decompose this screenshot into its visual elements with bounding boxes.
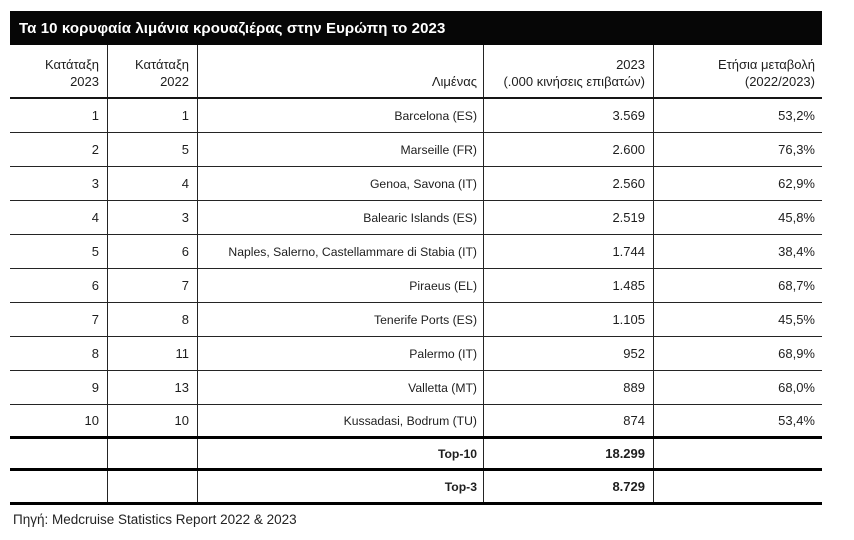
cell-rank-2022: 8 (107, 303, 197, 336)
cell-change: 53,2% (653, 99, 822, 132)
cell-pax: 1.485 (483, 269, 653, 302)
cell-empty (653, 471, 822, 502)
cell-rank-2023: 2 (91, 142, 99, 157)
header-text: Κατάταξη (44, 57, 99, 72)
cell-rank-2022: 6 (107, 235, 197, 268)
cell-empty (10, 439, 107, 468)
cell-rank-2023: 5 (91, 244, 99, 259)
cell-pax: 952 (483, 337, 653, 370)
cell-total-label: Top-10 (197, 439, 483, 468)
cell-port: Palermo (IT) (197, 337, 483, 370)
table-row: 10 10 Kussadasi, Bodrum (TU) 874 53,4% (10, 405, 822, 439)
cell-pax: 1.105 (483, 303, 653, 336)
cell-rank-2023: 10 (84, 413, 99, 428)
cell-rank-2023: 4 (91, 210, 99, 225)
cell-change: 68,7% (653, 269, 822, 302)
cell-empty (107, 471, 197, 502)
cell-rank-2023: 8 (91, 346, 99, 361)
cell-rank-2023: 1 (91, 108, 99, 123)
cell-rank-2022: 7 (107, 269, 197, 302)
cell-total-label: Top-3 (197, 471, 483, 502)
cell-port: Piraeus (EL) (197, 269, 483, 302)
cell-rank-2023: 3 (91, 176, 99, 191)
table-row: 3 4 Genoa, Savona (IT) 2.560 62,9% (10, 167, 822, 201)
cell-pax: 874 (483, 405, 653, 436)
cell-pax: 889 (483, 371, 653, 404)
cell-rank-2022: 3 (107, 201, 197, 234)
header-rank-2022: Κατάταξη 2022 (107, 45, 197, 97)
cell-port: Tenerife Ports (ES) (197, 303, 483, 336)
cell-pax: 1.744 (483, 235, 653, 268)
table-row: 7 8 Tenerife Ports (ES) 1.105 45,5% (10, 303, 822, 337)
header-pax-2023: 2023 (.000 κινήσεις επιβατών) (483, 45, 653, 97)
header-text: 2022 (160, 73, 189, 89)
header-text: 2023 (616, 57, 645, 72)
cell-pax: 2.600 (483, 133, 653, 166)
total-row-top10: Top-10 18.299 (10, 439, 822, 471)
header-rank-2023: Κατάταξη 2023 (10, 45, 107, 97)
header-annual-change: Ετήσια μεταβολή (2022/2023) (653, 45, 822, 97)
cell-empty (107, 439, 197, 468)
cell-total-pax: 18.299 (483, 439, 653, 468)
cell-total-pax: 8.729 (483, 471, 653, 502)
cell-change: 68,9% (653, 337, 822, 370)
source-note: Πηγή: Medcruise Statistics Report 2022 &… (13, 512, 297, 527)
cell-change: 45,5% (653, 303, 822, 336)
total-row-top3: Top-3 8.729 (10, 471, 822, 505)
cell-change: 38,4% (653, 235, 822, 268)
cell-port: Barcelona (ES) (197, 99, 483, 132)
header-text: Ετήσια μεταβολή (717, 57, 815, 72)
cell-change: 68,0% (653, 371, 822, 404)
header-text: Λιμένας (431, 73, 477, 89)
header-text: (.000 κινήσεις επιβατών) (503, 73, 645, 89)
cell-port: Marseille (FR) (197, 133, 483, 166)
header-text: (2022/2023) (744, 73, 815, 89)
cell-port: Valletta (MT) (197, 371, 483, 404)
cell-rank-2023: 6 (91, 278, 99, 293)
cell-rank-2023: 7 (91, 312, 99, 327)
header-port: Λιμένας (197, 45, 483, 97)
cell-rank-2023: 9 (91, 380, 99, 395)
cell-change: 45,8% (653, 201, 822, 234)
cell-port: Balearic Islands (ES) (197, 201, 483, 234)
cell-port: Naples, Salerno, Castellammare di Stabia… (197, 235, 483, 268)
table-row: 4 3 Balearic Islands (ES) 2.519 45,8% (10, 201, 822, 235)
cruise-ports-table: Τα 10 κορυφαία λιμάνια κρουαζιέρας στην … (10, 11, 822, 527)
table-row: 8 11 Palermo (IT) 952 68,9% (10, 337, 822, 371)
cell-change: 62,9% (653, 167, 822, 200)
cell-rank-2022: 1 (107, 99, 197, 132)
cell-rank-2022: 10 (107, 405, 197, 436)
table-row: 9 13 Valletta (MT) 889 68,0% (10, 371, 822, 405)
cell-pax: 2.519 (483, 201, 653, 234)
cell-empty (653, 439, 822, 468)
table-row: 5 6 Naples, Salerno, Castellammare di St… (10, 235, 822, 269)
cell-port: Genoa, Savona (IT) (197, 167, 483, 200)
cell-pax: 2.560 (483, 167, 653, 200)
cell-port: Kussadasi, Bodrum (TU) (197, 405, 483, 436)
cell-rank-2022: 5 (107, 133, 197, 166)
cell-change: 53,4% (653, 405, 822, 436)
cell-change: 76,3% (653, 133, 822, 166)
cell-empty (10, 471, 107, 502)
header-text: 2023 (70, 73, 99, 89)
header-text: Κατάταξη (134, 57, 189, 72)
cell-rank-2022: 4 (107, 167, 197, 200)
cell-pax: 3.569 (483, 99, 653, 132)
table-title: Τα 10 κορυφαία λιμάνια κρουαζιέρας στην … (19, 19, 446, 37)
cell-rank-2022: 13 (107, 371, 197, 404)
table-row: 2 5 Marseille (FR) 2.600 76,3% (10, 133, 822, 167)
table-row: 1 1 Barcelona (ES) 3.569 53,2% (10, 99, 822, 133)
cell-rank-2022: 11 (107, 337, 197, 370)
table-row: 6 7 Piraeus (EL) 1.485 68,7% (10, 269, 822, 303)
table-title-bar: Τα 10 κορυφαία λιμάνια κρουαζιέρας στην … (10, 11, 822, 45)
table-header-row: Κατάταξη 2023 Κατάταξη 2022 Λιμένας 2023… (10, 45, 822, 99)
